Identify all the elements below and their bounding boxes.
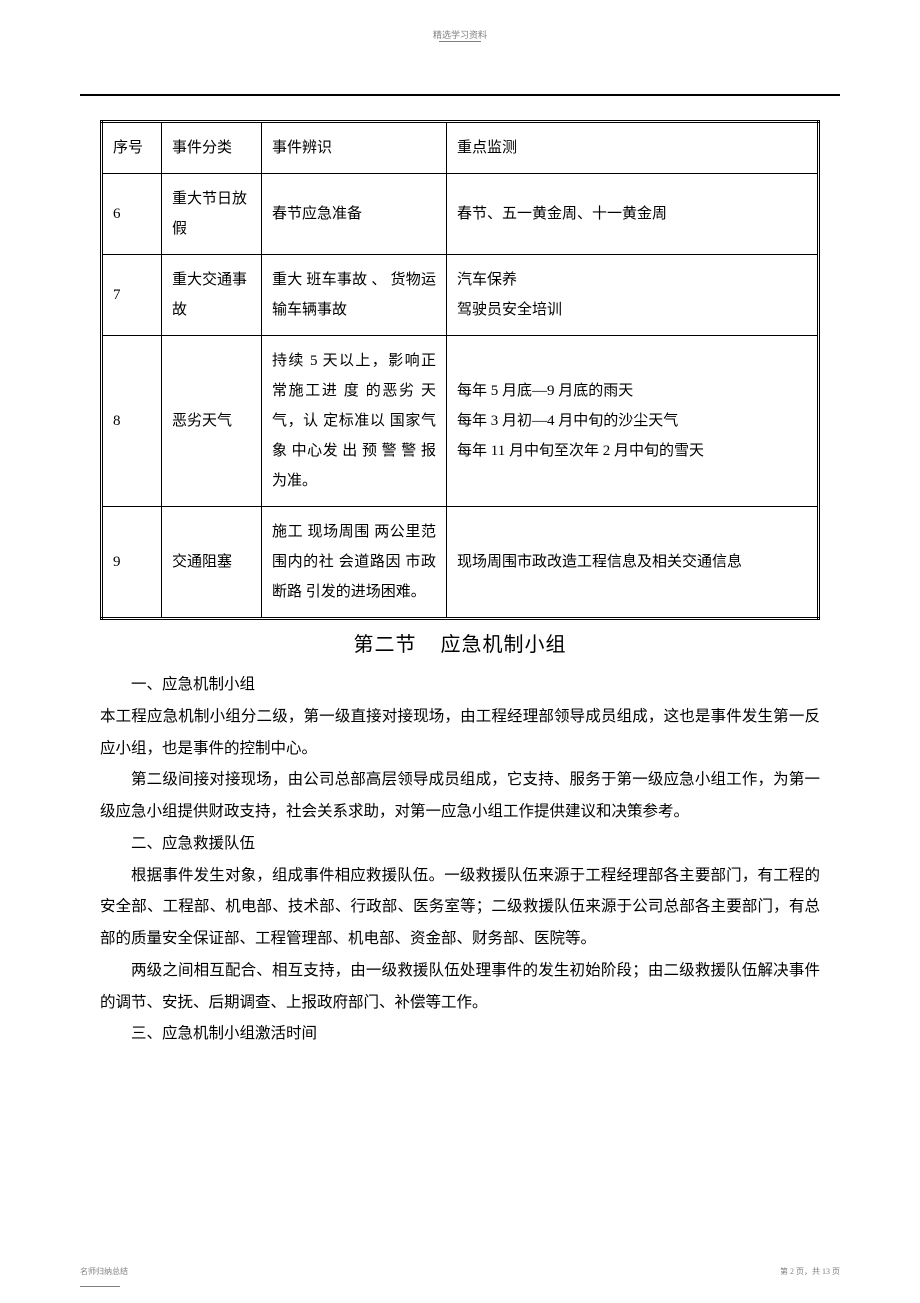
body-text: 一、应急机制小组 本工程应急机制小组分二级，第一级直接对接现场，由工程经理部领导… [100, 669, 820, 1050]
cell-monitor: 春节、五一黄金周、十一黄金周 [447, 174, 819, 255]
section-title: 第二节 应急机制小组 [100, 628, 820, 657]
top-horizontal-rule [80, 94, 840, 96]
col-header-num: 序号 [102, 122, 162, 174]
cell-category: 重大节日放假 [162, 174, 262, 255]
table-row: 6 重大节日放假 春节应急准备 春节、五一黄金周、十一黄金周 [102, 174, 819, 255]
cell-num: 6 [102, 174, 162, 255]
col-header-category: 事件分类 [162, 122, 262, 174]
paragraph: 三、应急机制小组激活时间 [100, 1018, 820, 1050]
cell-monitor: 现场周围市政改造工程信息及相关交通信息 [447, 507, 819, 619]
footer-left-label: 名师归纳总结 [80, 1266, 128, 1277]
page-content: 序号 事件分类 事件辨识 重点监测 6 重大节日放假 春节应急准备 春节、五一黄… [100, 120, 820, 1050]
cell-monitor: 汽车保养驾驶员安全培训 [447, 255, 819, 336]
cell-num: 9 [102, 507, 162, 619]
cell-identify: 持续 5 天以上，影响正 常施工进 度 的恶劣 天气，认 定标准以 国家气象 中… [262, 336, 447, 507]
paragraph: 二、应急救援队伍 [100, 828, 820, 860]
paragraph: 一、应急机制小组 [100, 669, 820, 701]
cell-num: 7 [102, 255, 162, 336]
page-header-underline [439, 41, 481, 42]
footer-left-underline [80, 1286, 120, 1287]
paragraph: 两级之间相互配合、相互支持，由一级救援队伍处理事件的发生初始阶段；由二级救援队伍… [100, 955, 820, 1019]
section-title-b: 应急机制小组 [441, 634, 567, 656]
cell-identify: 施工 现场周围 两公里范 围内的社 会道路因 市政断路 引发的进场困难。 [262, 507, 447, 619]
cell-identify: 重大 班车事故 、 货物运输车辆事故 [262, 255, 447, 336]
table-row: 9 交通阻塞 施工 现场周围 两公里范 围内的社 会道路因 市政断路 引发的进场… [102, 507, 819, 619]
cell-category: 交通阻塞 [162, 507, 262, 619]
cell-num: 8 [102, 336, 162, 507]
cell-category: 重大交通事故 [162, 255, 262, 336]
cell-category: 恶劣天气 [162, 336, 262, 507]
col-header-identify: 事件辨识 [262, 122, 447, 174]
page-header-label: 精选学习资料 [0, 28, 920, 41]
paragraph: 本工程应急机制小组分二级，第一级直接对接现场，由工程经理部领导成员组成，这也是事… [100, 701, 820, 765]
table-row: 7 重大交通事故 重大 班车事故 、 货物运输车辆事故 汽车保养驾驶员安全培训 [102, 255, 819, 336]
events-table: 序号 事件分类 事件辨识 重点监测 6 重大节日放假 春节应急准备 春节、五一黄… [100, 120, 820, 620]
col-header-monitor: 重点监测 [447, 122, 819, 174]
table-row: 8 恶劣天气 持续 5 天以上，影响正 常施工进 度 的恶劣 天气，认 定标准以… [102, 336, 819, 507]
footer-page-number: 第 2 页，共 13 页 [780, 1266, 840, 1277]
paragraph: 第二级间接对接现场，由公司总部高层领导成员组成，它支持、服务于第一级应急小组工作… [100, 764, 820, 828]
section-title-a: 第二节 [354, 634, 417, 656]
cell-identify: 春节应急准备 [262, 174, 447, 255]
table-header-row: 序号 事件分类 事件辨识 重点监测 [102, 122, 819, 174]
paragraph: 根据事件发生对象，组成事件相应救援队伍。一级救援队伍来源于工程经理部各主要部门，… [100, 860, 820, 955]
cell-monitor: 每年 5 月底—9 月底的雨天每年 3 月初—4 月中旬的沙尘天气每年 11 月… [447, 336, 819, 507]
